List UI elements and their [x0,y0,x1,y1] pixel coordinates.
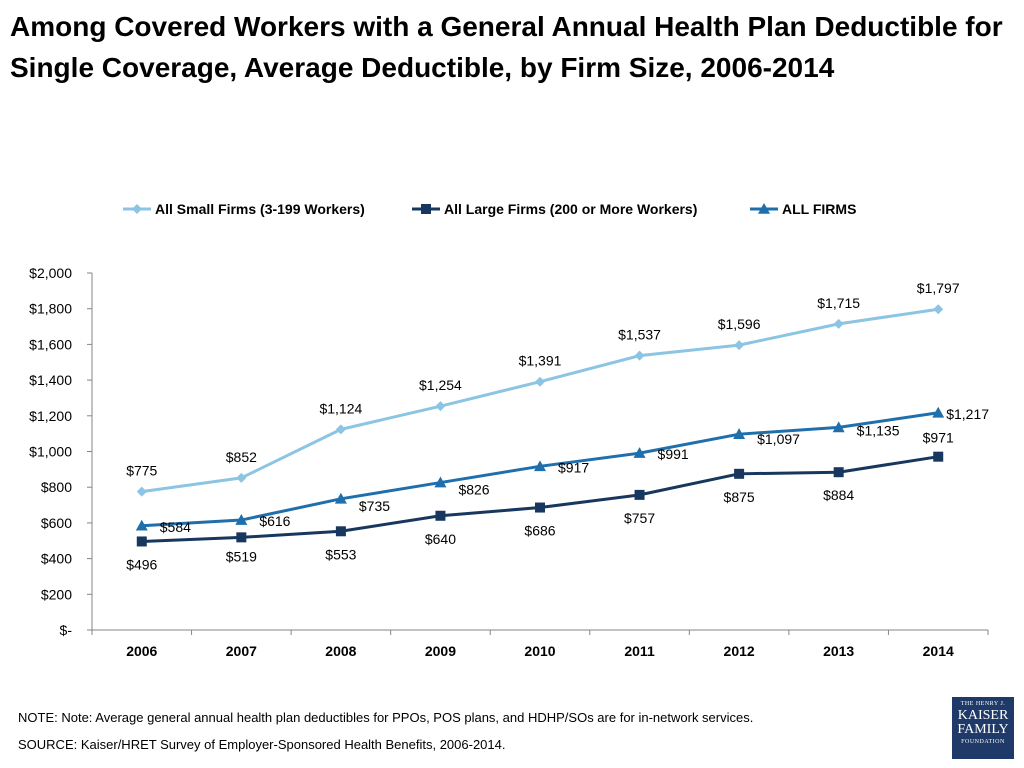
data-label: $971 [923,430,954,446]
y-tick-label: $1,800 [29,301,72,317]
data-point [135,519,148,531]
data-label: $584 [160,519,191,535]
data-point [933,451,944,462]
y-tick-label: $800 [41,479,72,495]
data-point [535,502,545,513]
legend-label: ALL FIRMS [782,201,856,217]
data-label: $519 [226,548,257,564]
data-label: $1,135 [857,422,900,438]
data-label: $686 [524,523,555,539]
legend-label: All Large Firms (200 or More Workers) [444,201,697,217]
data-point [733,428,746,439]
x-tick-label: 2014 [923,643,954,659]
y-tick-label: $1,600 [29,336,72,352]
data-point [435,510,446,521]
x-tick-label: 2006 [126,643,157,659]
data-point [235,514,248,525]
logo-line-3: FAMILY [957,722,1009,737]
series-group [135,304,945,547]
data-point [634,489,645,500]
y-tick-label: $1,000 [29,444,72,460]
data-label: $1,391 [519,353,562,369]
data-label: $1,217 [946,406,989,422]
logo-line-1: THE HENRY J. [960,701,1006,707]
data-point [832,421,845,433]
data-point [734,468,745,479]
y-tick-label: $1,200 [29,408,72,424]
source-note: SOURCE: Kaiser/HRET Survey of Employer-S… [18,737,506,752]
data-point [535,376,545,387]
x-tick-label: 2010 [524,643,555,659]
data-label: $496 [126,556,157,572]
x-tick-label: 2013 [823,643,854,659]
data-label: $616 [259,513,290,529]
line-chart: All Small Firms (3-199 Workers) All Large… [29,201,989,659]
legend-label: All Small Firms (3-199 Workers) [155,201,365,217]
data-label: $1,097 [757,431,800,447]
x-tick-label: 2011 [624,643,655,659]
data-point [932,406,945,418]
y-tick-label: $200 [41,586,72,602]
footnote: NOTE: Note: Average general annual healt… [18,710,754,725]
x-tick-label: 2008 [325,643,356,659]
data-label: $826 [458,482,489,498]
axes: $- $200 $400 $600 $800 $1,000 $1,200 $1,400 $1,6… [29,265,989,659]
legend: All Small Firms (3-199 Workers) All Large… [123,201,856,217]
data-point [933,304,944,315]
data-point [236,532,247,543]
data-point [136,486,147,497]
data-point [136,536,147,547]
data-label: $553 [325,546,356,562]
data-point [334,492,347,504]
logo-line-4: FOUNDATION [961,739,1005,745]
y-tick-label: $400 [41,551,72,567]
y-tick-label: $2,000 [29,265,72,281]
data-point [534,460,546,472]
y-tick-label: $- [60,622,73,638]
data-label: $1,596 [718,316,761,332]
data-label: $875 [724,489,755,505]
data-label: $852 [226,449,257,465]
kff-logo: THE HENRY J. KAISER FAMILY FOUNDATION [952,697,1014,759]
legend-marker [132,204,142,214]
data-point [633,447,646,458]
data-label: $917 [558,459,589,475]
data-point [634,350,645,361]
data-point [734,340,745,351]
data-point [236,472,247,483]
data-point [335,424,346,435]
data-point [434,476,447,488]
data-label: $884 [823,487,854,503]
logo-line-2: KAISER [957,708,1009,723]
y-tick-label: $1,400 [29,372,72,388]
data-label: $735 [359,498,390,514]
data-label: $1,124 [319,400,362,416]
x-tick-label: 2009 [425,643,456,659]
data-label: $640 [425,531,456,547]
data-point [435,401,446,412]
x-tick-label: 2012 [724,643,755,659]
data-label: $775 [126,463,157,479]
legend-marker [758,203,770,214]
data-label: $1,537 [618,327,661,343]
data-point [833,467,844,478]
data-label: $1,715 [817,295,860,311]
data-label: $757 [624,510,655,526]
data-labels: $775 $852 $1,124 $1,254 $1,391 $1,537 $1,596 $1… [126,280,989,572]
data-point [335,526,346,537]
data-point [833,318,844,329]
x-tick-label: 2007 [226,643,257,659]
data-label: $991 [658,446,689,462]
chart-title: Among Covered Workers with a General Ann… [10,11,1003,83]
legend-marker [421,204,431,214]
data-label: $1,254 [419,377,462,393]
y-tick-label: $600 [41,515,72,531]
data-label: $1,797 [917,280,960,296]
